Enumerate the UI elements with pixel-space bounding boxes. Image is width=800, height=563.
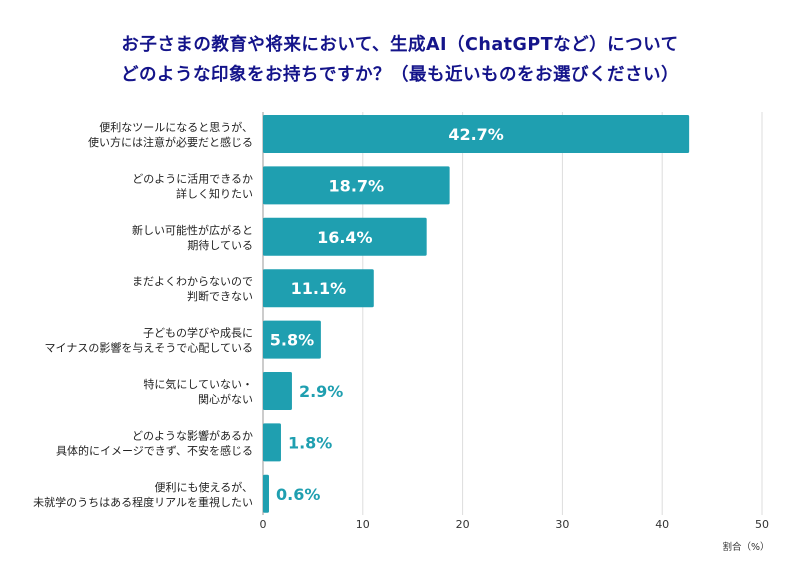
x-tick-label: 20 [456,518,470,531]
data-label: 16.4% [317,228,373,247]
x-tick-label: 30 [555,518,569,531]
category-label: 関心がない [198,392,253,406]
bar [263,217,427,256]
category-label: まだよくわからないので [132,275,253,288]
category-label: 具体的にイメージできず、不安を感じる [56,443,253,457]
category-label: 便利なツールになると思うが、 [99,120,253,134]
category-label: どのような影響があるか [132,428,253,442]
category-label: 未就学のうちはある程度リアルを重視したい [33,495,253,509]
x-tick-label: 10 [356,518,370,531]
chart-title: お子さまの教育や将来において、生成AI（ChatGPTなど）について どのような… [0,30,800,90]
data-label: 42.7% [448,125,504,144]
data-label: 18.7% [329,176,385,195]
title-line-2: どのような印象をお持ちですか？（最も近いものをお選びください） [121,65,679,85]
bar [263,423,281,462]
category-label: 特に気にしていない・ [143,377,253,391]
data-label: 1.8% [288,433,332,452]
data-label: 0.6% [276,485,320,504]
category-label: マイナスの影響を与えそうで心配している [45,341,253,355]
bar [263,320,321,359]
category-label: どのように活用できるか [132,172,253,185]
data-label: 2.9% [299,382,343,401]
bar [263,372,292,410]
title-line-1: お子さまの教育や将来において、生成AI（ChatGPTなど）について [121,35,679,55]
x-tick-label: 50 [755,518,769,531]
bar [263,269,374,308]
category-label: 使い方には注意が必要だと感じる [88,135,253,149]
category-label: 便利にも使えるが、 [155,480,253,494]
bar [263,166,450,205]
category-label: 判断できない [187,289,253,303]
bar [263,474,269,513]
x-axis-label: 割合（%） [722,541,769,553]
category-label: 詳しく知りたい [176,186,253,200]
bar [263,115,690,153]
x-tick-label: 0 [260,518,267,531]
x-tick-label: 40 [655,518,669,531]
data-label: 11.1% [291,279,347,298]
data-label: 5.8% [270,331,314,350]
category-label: 子どもの学びや成長に [143,326,253,340]
category-label: 期待している [187,238,253,252]
category-label: 新しい可能性が広がると [132,223,253,237]
